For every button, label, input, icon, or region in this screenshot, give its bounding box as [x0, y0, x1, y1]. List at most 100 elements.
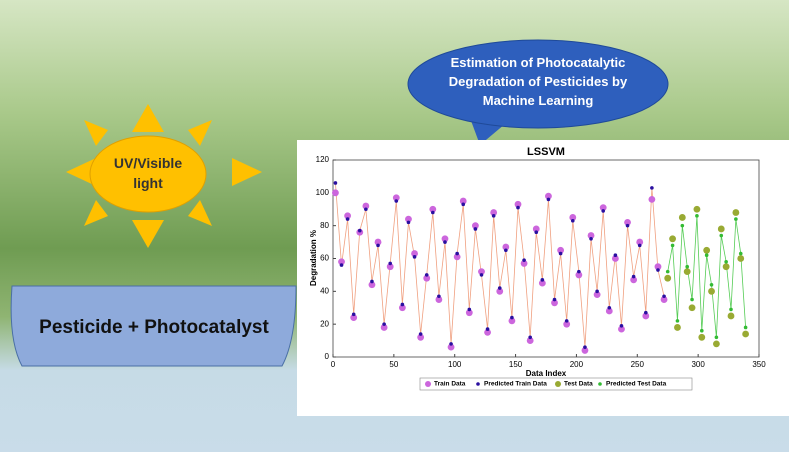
point: [376, 244, 380, 248]
point: [703, 247, 710, 254]
legend-marker: [476, 382, 480, 386]
point: [577, 270, 581, 274]
point: [510, 316, 514, 320]
point: [492, 214, 496, 218]
point: [382, 322, 386, 326]
point: [685, 265, 689, 269]
point: [669, 235, 676, 242]
legend-label: Train Data: [434, 381, 466, 388]
point: [559, 252, 563, 256]
point: [601, 209, 605, 213]
point: [666, 270, 670, 274]
point: [607, 306, 611, 310]
x-tick-label: 250: [631, 360, 645, 369]
point: [553, 298, 557, 302]
point: [644, 311, 648, 315]
point: [648, 196, 655, 203]
point: [388, 262, 392, 266]
point: [664, 275, 671, 282]
point: [732, 209, 739, 216]
legend-marker: [425, 381, 431, 387]
point: [498, 286, 502, 290]
point: [364, 207, 368, 211]
legend-marker: [598, 382, 602, 386]
y-tick-label: 40: [320, 286, 329, 295]
point: [656, 268, 660, 272]
point: [334, 181, 338, 185]
y-tick-label: 120: [316, 155, 330, 164]
point: [407, 221, 411, 225]
point: [694, 206, 701, 213]
plot-area: [333, 160, 759, 357]
point: [516, 206, 520, 210]
point: [583, 345, 587, 349]
point: [528, 336, 532, 340]
point: [715, 336, 719, 340]
point: [425, 273, 429, 277]
point: [708, 288, 715, 295]
point: [734, 217, 738, 221]
point: [679, 214, 686, 221]
point: [614, 253, 618, 257]
point: [724, 260, 728, 264]
point: [638, 244, 642, 248]
point: [340, 263, 344, 267]
point: [571, 219, 575, 223]
chart-title: LSSVM: [527, 146, 565, 158]
point: [461, 203, 465, 207]
point: [742, 331, 749, 338]
graphical-abstract: UV/Visiblelight Pesticide + Photocatalys…: [0, 0, 789, 452]
point: [443, 240, 447, 244]
point: [547, 198, 551, 202]
point: [480, 273, 484, 277]
point: [486, 327, 490, 331]
point: [565, 319, 569, 323]
point: [719, 234, 723, 238]
point: [723, 263, 730, 270]
x-tick-label: 350: [752, 360, 766, 369]
legend-marker: [555, 381, 561, 387]
point: [632, 275, 636, 279]
point: [413, 255, 417, 259]
x-tick-label: 200: [570, 360, 584, 369]
point: [589, 237, 593, 241]
point: [698, 334, 705, 341]
point: [681, 224, 685, 228]
legend-label: Predicted Test Data: [606, 381, 667, 388]
point: [674, 324, 681, 331]
point: [522, 258, 526, 262]
point: [710, 283, 714, 287]
point: [468, 308, 472, 312]
point: [449, 342, 453, 346]
legend-label: Test Data: [564, 381, 593, 388]
x-tick-label: 300: [691, 360, 705, 369]
point: [352, 313, 356, 317]
point: [358, 229, 362, 233]
point: [419, 332, 423, 336]
point: [695, 214, 699, 218]
y-tick-label: 20: [320, 319, 329, 328]
point: [700, 329, 704, 333]
point: [689, 304, 696, 311]
x-tick-label: 50: [389, 360, 398, 369]
point: [534, 230, 538, 234]
point: [690, 298, 694, 302]
point: [684, 268, 691, 275]
point: [739, 252, 743, 256]
point: [394, 199, 398, 203]
y-tick-label: 60: [320, 254, 329, 263]
point: [662, 294, 666, 298]
point: [541, 278, 545, 282]
point: [728, 313, 735, 320]
point: [718, 226, 725, 233]
y-axis-label: Degradation %: [309, 230, 318, 286]
point: [729, 308, 733, 312]
point: [474, 227, 478, 231]
point: [437, 294, 441, 298]
point: [705, 253, 709, 257]
point: [676, 319, 680, 323]
point: [401, 303, 405, 307]
legend-label: Predicted Train Data: [484, 381, 547, 388]
x-tick-label: 100: [448, 360, 462, 369]
point: [332, 189, 339, 196]
